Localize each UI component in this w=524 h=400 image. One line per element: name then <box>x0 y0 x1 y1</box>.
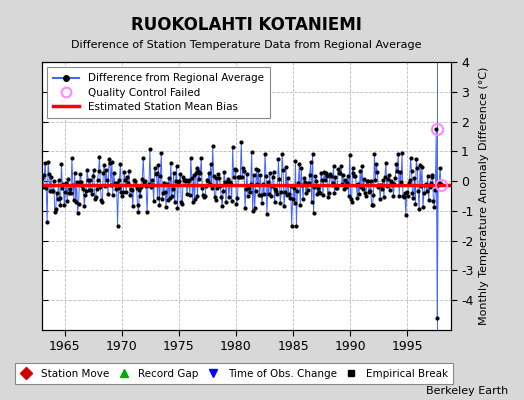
Y-axis label: Monthly Temperature Anomaly Difference (°C): Monthly Temperature Anomaly Difference (… <box>479 67 489 325</box>
Text: Difference of Station Temperature Data from Regional Average: Difference of Station Temperature Data f… <box>71 40 421 50</box>
Text: Berkeley Earth: Berkeley Earth <box>426 386 508 396</box>
Legend: Station Move, Record Gap, Time of Obs. Change, Empirical Break: Station Move, Record Gap, Time of Obs. C… <box>15 363 453 384</box>
Text: RUOKOLAHTI KOTANIEMI: RUOKOLAHTI KOTANIEMI <box>131 16 362 34</box>
